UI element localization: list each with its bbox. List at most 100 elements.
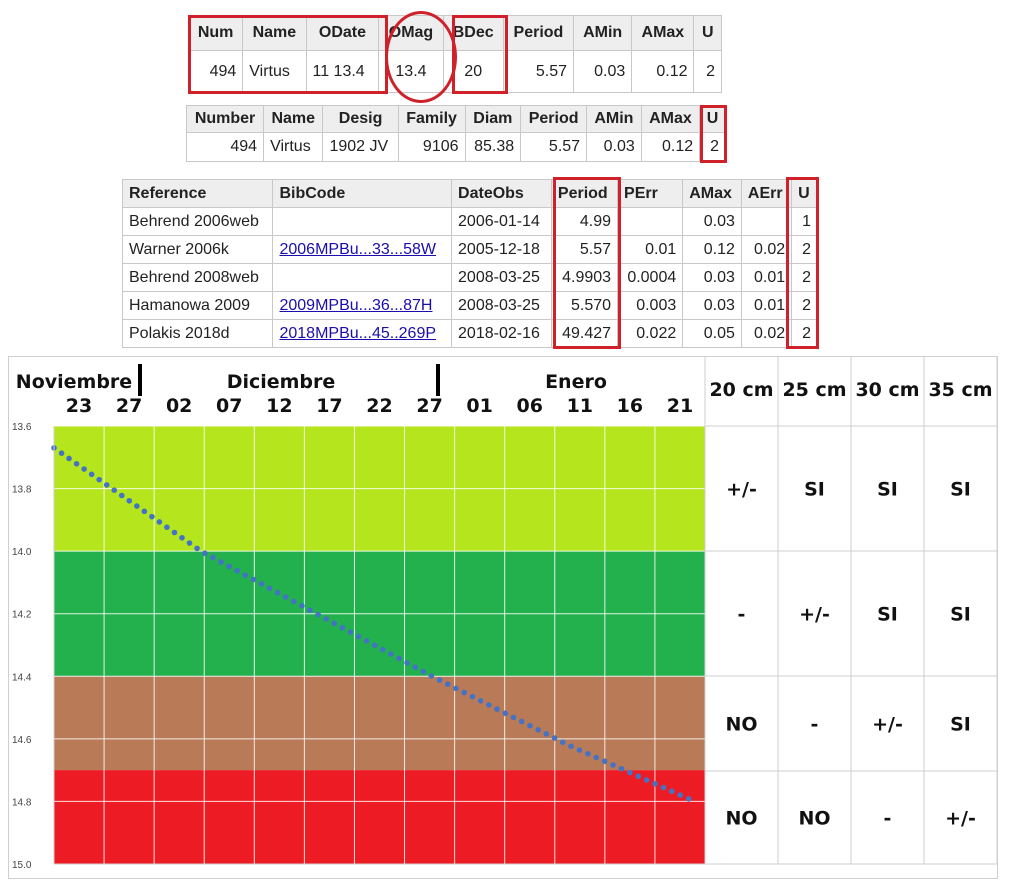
data-point (559, 739, 566, 746)
col-header-omag: OMag (378, 15, 444, 51)
cell-desig: 1902 JV (322, 132, 399, 162)
table-row: Behrend 2008web 2008-03-25 4.9903 0.0004 0.0… (121, 263, 818, 292)
feasibility-cell: NO (798, 808, 830, 830)
info-header-row: Number Name Desig Family Diam Period AMi… (185, 105, 726, 133)
month-separator (436, 364, 440, 396)
feasibility-cell: NO (725, 714, 757, 736)
telescope-header: 30 cm (855, 379, 919, 401)
data-point (652, 780, 658, 787)
data-point (486, 702, 492, 708)
data-point (436, 677, 443, 683)
x-tick-label: 27 (116, 395, 142, 417)
bibcode-link[interactable]: 2009MPBu...36...87H (279, 296, 433, 314)
col-header-perr: PErr (617, 179, 684, 208)
col-header-family: Family (397, 105, 466, 133)
x-tick-label: 22 (366, 395, 392, 417)
bibcode-link[interactable]: 2018MPBu...45..269P (279, 324, 437, 342)
x-tick-label: 12 (266, 395, 292, 417)
magnitude-chart: 13.6 13.8 14.0 14.2 14.4 14.6 14.8 15.0 23 27 02 07… (8, 356, 1006, 880)
data-point (96, 476, 102, 483)
data-point (141, 508, 148, 515)
data-point (477, 697, 484, 704)
data-point (126, 497, 133, 504)
bibcode-link[interactable]: 2006MPBu...33...58W (279, 240, 436, 258)
cell-u: 2 (693, 50, 722, 93)
data-point (226, 563, 232, 570)
data-point (461, 689, 467, 696)
feasibility-cell: +/- (799, 604, 830, 626)
col-header-num: Num (187, 15, 244, 51)
cell-perr (617, 207, 684, 236)
data-point (134, 503, 140, 509)
data-point (266, 585, 273, 592)
data-point (685, 796, 692, 802)
telescope-header: 25 cm (782, 379, 846, 401)
data-point (250, 576, 257, 583)
cell-bibcode (272, 207, 453, 236)
data-point (618, 765, 625, 772)
table-row: 494 Virtus 1902 JV 9106 85.38 5.57 0.03 … (185, 132, 726, 162)
y-tick-label: 14.8 (12, 797, 32, 808)
feasibility-cell: NO (725, 808, 757, 830)
data-point (194, 545, 200, 552)
ephemeris-header-row: Num Name ODate OMag BDec Period AMin AMa… (187, 15, 722, 51)
feasibility-cell: SI (877, 479, 898, 501)
x-tick-label: 11 (567, 395, 593, 417)
cell-family: 9106 (397, 132, 466, 162)
cell-period: 5.57 (520, 132, 588, 162)
data-point (551, 735, 558, 741)
y-tick-label: 14.0 (12, 547, 32, 558)
data-point (593, 754, 600, 761)
col-header-period: Period (550, 179, 619, 208)
cell-dateobs: 2006-01-14 (451, 207, 552, 236)
col-header-reference: Reference (121, 179, 274, 208)
cell-name: Virtus (263, 132, 324, 162)
feasibility-cell: SI (950, 714, 971, 736)
feasibility-cell: +/- (872, 714, 903, 736)
data-point (660, 784, 667, 791)
telescope-header: 35 cm (928, 379, 992, 401)
col-header-name: Name (263, 105, 324, 133)
cell-reference: Hamanowa 2009 (121, 291, 274, 320)
cell-period: 5.57 (550, 235, 619, 264)
data-point (347, 629, 354, 635)
col-header-amin: AMin (573, 15, 633, 51)
data-point (396, 655, 402, 662)
col-header-diam: Diam (464, 105, 522, 133)
cell-aerr (740, 207, 793, 236)
cell-u: 2 (699, 132, 726, 162)
cell-perr: 0.0004 (617, 263, 684, 292)
data-point (218, 559, 224, 565)
data-point (380, 646, 386, 653)
data-point (258, 581, 265, 587)
data-point (404, 659, 410, 666)
cell-amax: 0.12 (631, 50, 695, 93)
feasibility-cell: SI (877, 604, 898, 626)
data-point (111, 487, 118, 494)
col-header-odate: ODate (305, 15, 380, 51)
cell-bibcode (272, 263, 453, 292)
feasibility-cell: SI (950, 479, 971, 501)
data-point (307, 607, 313, 613)
data-point (494, 706, 500, 712)
data-point (323, 616, 329, 622)
data-point (274, 589, 281, 596)
table-row: Polakis 2018d 2018MPBu...45..269P 2018-02-… (121, 319, 818, 348)
cell-period: 5.57 (502, 50, 575, 93)
cell-odate: 11 13.4 (305, 50, 380, 93)
col-header-period: Period (520, 105, 588, 133)
cell-amin: 0.03 (586, 132, 642, 162)
cell-amax: 0.12 (640, 132, 701, 162)
col-header-number: Number (185, 105, 265, 133)
col-header-amax: AMax (682, 179, 742, 208)
data-point (610, 762, 616, 768)
x-tick-label: 06 (517, 395, 543, 417)
data-point (518, 718, 525, 725)
x-tick-label: 27 (416, 395, 442, 417)
feasibility-cell: +/- (945, 808, 976, 830)
data-point (388, 651, 394, 657)
cell-reference: Warner 2006k (121, 235, 274, 264)
x-tick-label: 21 (667, 395, 693, 417)
data-point (469, 693, 476, 700)
col-header-amax: AMax (631, 15, 695, 51)
